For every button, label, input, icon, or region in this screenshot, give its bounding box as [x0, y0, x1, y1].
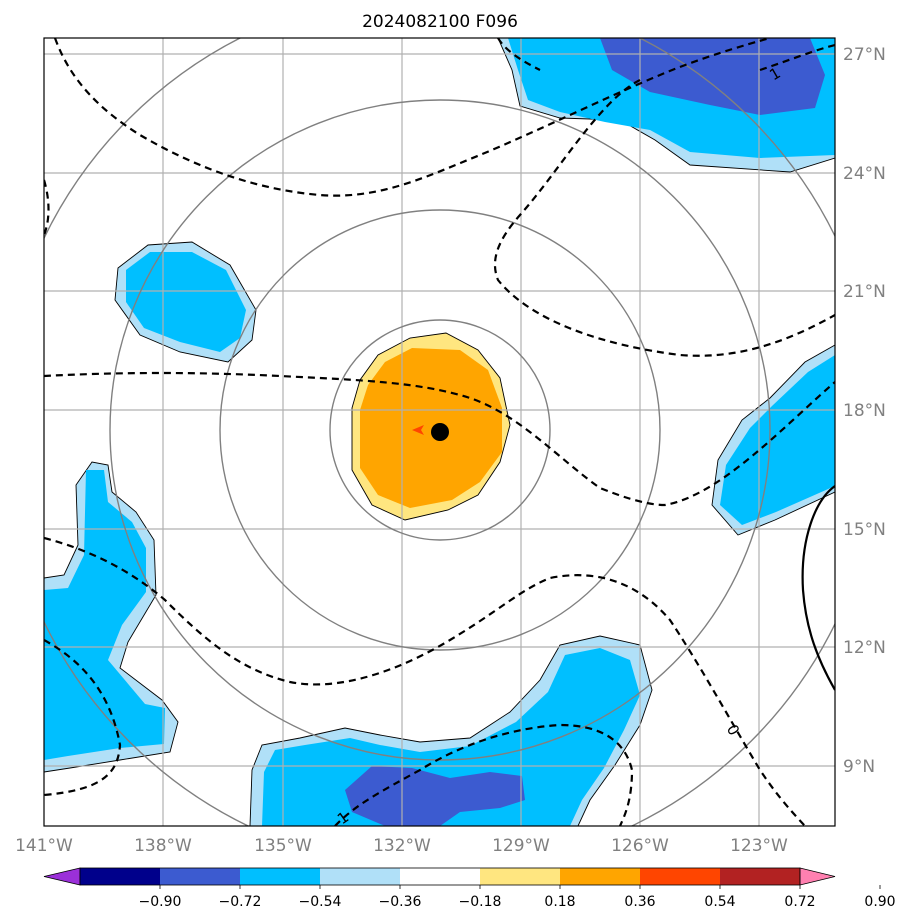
y-tick-label: 9°N	[843, 757, 875, 777]
x-tick-label: 123°W	[730, 836, 788, 856]
colorbar-tick-label: 0.54	[704, 894, 735, 910]
y-axis-labels: 27°N 24°N 21°N 18°N 15°N 12°N 9°N	[843, 45, 886, 777]
colorbar-tick-label: 0.36	[624, 894, 655, 910]
map-plot-area: 1 0 1	[44, 38, 835, 826]
shade-core-orange	[360, 348, 502, 508]
map-title: 2024082100 F096	[362, 12, 518, 32]
colorbar-extension-low	[43, 867, 81, 886]
x-tick-label: 138°W	[134, 836, 192, 856]
shade-bottom-darkblue	[345, 766, 525, 826]
colorbar-tick-label: 0.18	[544, 894, 575, 910]
colorbar-segment	[320, 868, 401, 885]
colorbar-segment	[240, 868, 321, 885]
colorbar-tick-label: 0.90	[864, 894, 895, 910]
y-tick-label: 27°N	[843, 45, 886, 65]
y-tick-label: 15°N	[843, 520, 886, 540]
colorbar-segment	[640, 868, 721, 885]
colorbar-tick-label: −0.54	[299, 894, 342, 910]
colorbar-segment	[560, 868, 641, 885]
y-tick-label: 12°N	[843, 638, 886, 658]
colorbar-extension-high	[799, 867, 836, 886]
colorbar: −0.90 −0.72 −0.54 −0.36 −0.18 0.18 0.36 0.54 0.7…	[43, 867, 896, 910]
shade-upper-left-blue	[126, 252, 246, 352]
x-tick-label: 141°W	[15, 836, 73, 856]
x-tick-label: 135°W	[254, 836, 312, 856]
colorbar-segment	[480, 868, 561, 885]
dashed-contours	[44, 38, 835, 826]
colorbar-tick-label: −0.18	[459, 894, 502, 910]
shaded-field	[44, 38, 835, 826]
colorbar-segment	[160, 868, 241, 885]
colorbar-tick-label: 0.72	[784, 894, 815, 910]
colorbar-tick-label: −0.36	[379, 894, 422, 910]
motion-arrow-icon	[412, 425, 424, 435]
x-tick-label: 126°W	[611, 836, 669, 856]
shade-left-lower-blue	[44, 470, 165, 760]
colorbar-segment	[720, 868, 801, 885]
shade-right-blue	[720, 355, 835, 525]
y-tick-label: 24°N	[843, 164, 886, 184]
x-tick-label: 132°W	[373, 836, 431, 856]
range-rings	[44, 38, 835, 826]
x-tick-label: 129°W	[492, 836, 550, 856]
map-frame	[43, 37, 836, 827]
shade-top-right-darkblue	[600, 38, 825, 115]
x-axis-labels: 141°W 138°W 135°W 132°W 129°W 126°W 123°…	[15, 836, 788, 856]
colorbar-tick-label: −0.72	[219, 894, 262, 910]
solid-contour	[801, 485, 835, 691]
colorbar-segment	[400, 868, 481, 885]
colorbar-segment	[80, 868, 161, 885]
y-tick-label: 21°N	[843, 282, 886, 302]
y-tick-label: 18°N	[843, 401, 886, 421]
colorbar-tick-label: −0.90	[139, 894, 182, 910]
colorbar-border	[79, 867, 801, 886]
storm-center-marker	[431, 423, 449, 441]
